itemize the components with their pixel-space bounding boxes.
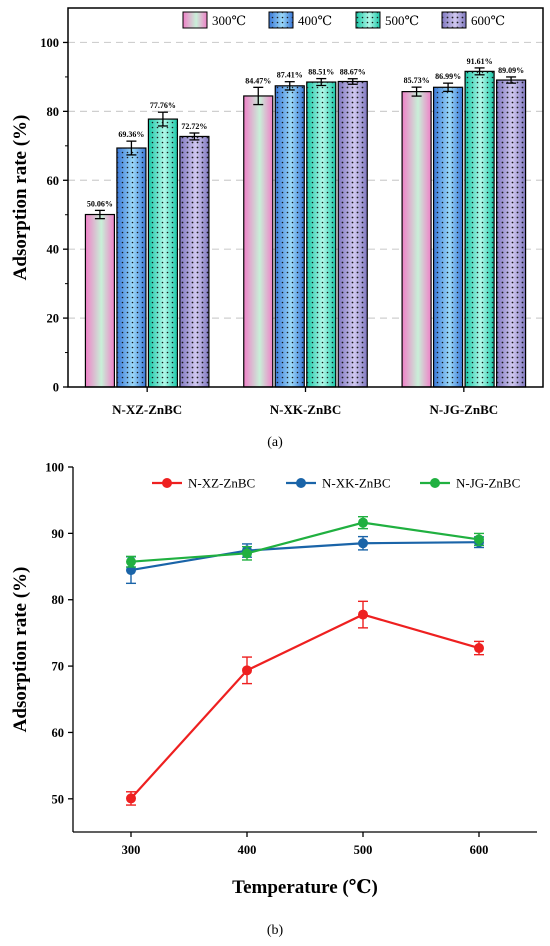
data-label: 88.67% [340, 68, 366, 77]
bar-pattern [338, 81, 368, 387]
data-label: 87.41% [277, 71, 303, 80]
legend-label: 300℃ [212, 13, 246, 28]
legend-swatch-pattern [356, 12, 380, 28]
x-tick-label: N-JG-ZnBC [430, 402, 499, 417]
data-label: 84.47% [245, 76, 271, 85]
y-tick-label: 60 [52, 726, 65, 740]
y-tick-label: 70 [52, 660, 65, 674]
bar [84, 213, 116, 388]
legend-label: 500℃ [385, 13, 419, 28]
y-axis-title: Adsorption rate (%) [10, 115, 31, 281]
plot-frame [67, 7, 544, 388]
y-tick-label: 80 [47, 105, 60, 119]
bar-pattern [275, 85, 305, 387]
bar-pattern [116, 148, 146, 387]
y-tick-label: 90 [52, 527, 65, 541]
data-point [358, 517, 368, 528]
y-tick-label: 60 [47, 174, 60, 188]
data-label: 50.06% [87, 199, 113, 208]
bar-pattern [179, 136, 209, 387]
data-point [474, 534, 484, 545]
data-point [242, 548, 252, 559]
legend-label: N-XZ-ZnBC [188, 476, 255, 491]
legend-label: N-JG-ZnBC [456, 476, 520, 491]
y-axis-title: Adsorption rate (%) [10, 567, 31, 733]
legend-marker [430, 478, 440, 488]
panel-label: (b) [267, 923, 284, 938]
legend-swatch-pattern [442, 12, 466, 28]
data-point [358, 538, 368, 549]
bar [401, 91, 432, 388]
bar-pattern [496, 80, 526, 387]
series-line [130, 613, 480, 800]
series-line [130, 541, 480, 572]
x-tick-label: N-XK-ZnBC [270, 402, 342, 417]
data-label: 91.61% [467, 57, 493, 66]
panel-label: (a) [267, 435, 283, 450]
data-label: 89.09% [498, 66, 524, 75]
legend-marker [162, 478, 172, 488]
y-tick-label: 80 [52, 593, 65, 607]
bar [243, 95, 274, 388]
legend-swatch [182, 11, 208, 29]
y-tick-label: 40 [47, 243, 60, 257]
data-point [358, 609, 368, 620]
legend-swatch-pattern [269, 12, 293, 28]
legend-label: 600℃ [471, 13, 505, 28]
data-label: 69.36% [118, 130, 144, 139]
data-point [126, 793, 136, 804]
x-tick-label: 400 [238, 843, 257, 857]
data-point [126, 556, 136, 567]
legend-label: 400℃ [298, 13, 332, 28]
data-point [242, 665, 252, 676]
legend-marker [296, 478, 306, 488]
bar-pattern [148, 119, 178, 387]
y-tick-label: 100 [40, 36, 59, 50]
x-axis-title: Temperature (℃) [232, 877, 378, 898]
data-label: 88.51% [308, 68, 334, 77]
y-tick-label: 50 [52, 792, 65, 806]
legend-label: N-XK-ZnBC [322, 476, 391, 491]
x-tick-label: 300 [122, 843, 141, 857]
bar-pattern [433, 87, 463, 387]
x-tick-label: 600 [470, 843, 489, 857]
y-tick-label: 20 [47, 312, 60, 326]
data-label: 85.73% [404, 76, 430, 85]
x-tick-label: N-XZ-ZnBC [112, 402, 182, 417]
line-chart-panel: 50 60 70 80 90 100 300 400 500 600 Temperature (℃)… [10, 461, 537, 938]
y-tick-label: 0 [53, 381, 59, 395]
bar-chart-panel: 50.06% 69.36% 77.76% 72.72% N-XZ-ZnBC 84.47% 8… [10, 7, 544, 450]
series-line [130, 521, 480, 563]
bar-pattern [465, 71, 495, 387]
y-tick-label: 100 [45, 461, 64, 475]
data-label: 72.72% [181, 122, 207, 131]
data-label: 77.76% [150, 101, 176, 110]
bar-pattern [306, 82, 336, 387]
data-label: 86.99% [435, 72, 461, 81]
x-tick-label: 500 [354, 843, 373, 857]
data-point [474, 643, 484, 654]
